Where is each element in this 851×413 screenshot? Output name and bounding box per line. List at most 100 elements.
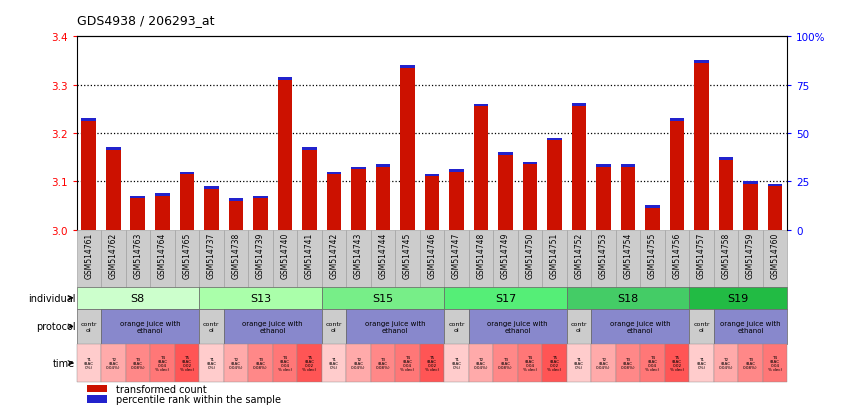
Text: T3
(BAC
0.08%): T3 (BAC 0.08%): [253, 357, 268, 369]
Bar: [351, 170, 366, 230]
Bar: [640, 344, 665, 382]
Bar: [204, 187, 219, 189]
Bar: [88, 395, 107, 403]
Bar: [567, 309, 591, 344]
Bar: [272, 344, 297, 382]
Text: orange juice with
ethanol: orange juice with ethanol: [243, 320, 303, 333]
Bar: [572, 104, 586, 107]
Bar: [101, 309, 199, 344]
Text: GSM514754: GSM514754: [624, 232, 632, 278]
Bar: [768, 187, 782, 230]
Bar: [101, 230, 126, 287]
Text: T4
(BAC
0.04
% dec): T4 (BAC 0.04 % dec): [277, 355, 292, 371]
Bar: [130, 199, 146, 230]
Bar: [743, 182, 757, 184]
Bar: [351, 167, 366, 170]
Text: orange juice with
ethanol: orange juice with ethanol: [488, 320, 548, 333]
Text: GSM514745: GSM514745: [403, 232, 412, 278]
Bar: [327, 172, 341, 175]
Bar: [449, 172, 464, 230]
Text: GSM514737: GSM514737: [207, 232, 216, 278]
Bar: [322, 309, 346, 344]
Bar: [689, 230, 714, 287]
Bar: [229, 201, 243, 230]
Bar: [615, 344, 640, 382]
Text: contr
ol: contr ol: [448, 321, 465, 332]
Text: T1
(BAC
0%): T1 (BAC 0%): [328, 357, 339, 369]
Bar: [640, 230, 665, 287]
Text: orange juice with
ethanol: orange juice with ethanol: [610, 320, 671, 333]
Bar: [420, 344, 444, 382]
Text: GSM514764: GSM514764: [157, 232, 167, 278]
Text: time: time: [54, 358, 76, 368]
Bar: [224, 230, 248, 287]
Bar: [523, 165, 537, 230]
Bar: [253, 196, 268, 199]
Bar: [77, 309, 101, 344]
Bar: [473, 104, 488, 107]
Text: contr
ol: contr ol: [81, 321, 97, 332]
Text: GSM514756: GSM514756: [672, 232, 682, 278]
Text: GSM514738: GSM514738: [231, 232, 240, 278]
Bar: [77, 230, 101, 287]
Bar: [444, 230, 469, 287]
Bar: [272, 230, 297, 287]
Bar: [620, 165, 635, 167]
Text: GSM514748: GSM514748: [477, 232, 485, 278]
Bar: [670, 121, 684, 230]
Bar: [322, 287, 444, 309]
Bar: [277, 78, 292, 81]
Bar: [77, 287, 199, 309]
Text: contr
ol: contr ol: [694, 321, 710, 332]
Bar: [714, 344, 738, 382]
Bar: [738, 344, 762, 382]
Text: T3
(BAC
0.08%): T3 (BAC 0.08%): [375, 357, 391, 369]
Text: contr
ol: contr ol: [203, 321, 220, 332]
Text: T1
(BAC
0%): T1 (BAC 0%): [206, 357, 216, 369]
Text: GSM514760: GSM514760: [770, 232, 780, 278]
Bar: [425, 177, 439, 230]
Bar: [615, 230, 640, 287]
Bar: [277, 81, 292, 230]
Text: T4
(BAC
0.04
% dec): T4 (BAC 0.04 % dec): [768, 355, 782, 371]
Bar: [327, 175, 341, 230]
Bar: [150, 230, 174, 287]
Text: GSM514750: GSM514750: [525, 232, 534, 278]
Bar: [174, 230, 199, 287]
Text: S13: S13: [250, 293, 271, 303]
Text: T2
(BAC
0.04%): T2 (BAC 0.04%): [597, 357, 611, 369]
Bar: [88, 385, 107, 392]
Bar: [174, 344, 199, 382]
Bar: [493, 344, 517, 382]
Bar: [645, 206, 660, 209]
Text: T5
(BAC
0.02
% dec): T5 (BAC 0.02 % dec): [302, 355, 317, 371]
Bar: [469, 309, 567, 344]
Bar: [670, 119, 684, 121]
Text: GSM514761: GSM514761: [84, 232, 94, 278]
Bar: [420, 230, 444, 287]
Bar: [591, 230, 615, 287]
Bar: [150, 344, 174, 382]
Text: T4
(BAC
0.04
% dec): T4 (BAC 0.04 % dec): [400, 355, 414, 371]
Bar: [400, 69, 414, 230]
Text: T2
(BAC
0.04%): T2 (BAC 0.04%): [106, 357, 121, 369]
Text: T2
(BAC
0.04%): T2 (BAC 0.04%): [474, 357, 488, 369]
Bar: [493, 230, 517, 287]
Bar: [82, 119, 96, 121]
Text: T4
(BAC
0.04
% dec): T4 (BAC 0.04 % dec): [645, 355, 660, 371]
Bar: [596, 167, 611, 230]
Bar: [199, 230, 224, 287]
Text: orange juice with
ethanol: orange juice with ethanol: [720, 320, 780, 333]
Text: T4
(BAC
0.04
% dec): T4 (BAC 0.04 % dec): [523, 355, 537, 371]
Bar: [180, 172, 194, 175]
Text: GSM514765: GSM514765: [182, 232, 191, 278]
Bar: [645, 209, 660, 230]
Bar: [126, 230, 150, 287]
Bar: [473, 107, 488, 230]
Bar: [762, 344, 787, 382]
Text: S17: S17: [494, 293, 516, 303]
Bar: [322, 230, 346, 287]
Bar: [395, 230, 420, 287]
Bar: [498, 153, 513, 155]
Text: T3
(BAC
0.08%): T3 (BAC 0.08%): [743, 357, 757, 369]
